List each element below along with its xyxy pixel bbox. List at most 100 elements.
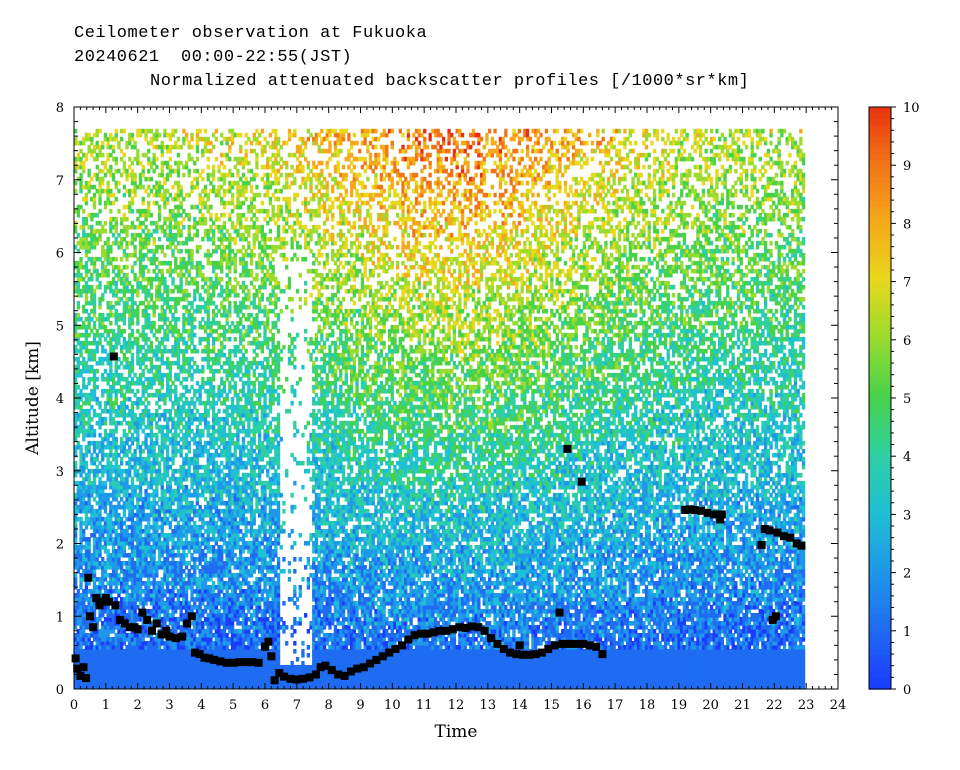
cloud-base-point: [299, 674, 308, 683]
cloud-base-point: [571, 639, 580, 648]
cloud-base-point: [116, 615, 125, 624]
cloud-base-point: [210, 655, 219, 664]
cloud-base-point: [359, 663, 368, 672]
cloud-base-point: [275, 669, 284, 677]
x-tick-label: 8: [325, 698, 333, 713]
colorbar-tick-label: 8: [903, 217, 911, 232]
cloud-base-point: [79, 663, 88, 672]
cloud-base-point: [152, 619, 161, 628]
y-tick-label: 1: [56, 610, 64, 625]
cloud-base-point: [82, 674, 91, 683]
x-tick-label: 17: [607, 698, 624, 713]
cloud-base-point: [757, 541, 766, 549]
colorbar-tick-label: 2: [903, 567, 911, 582]
cloud-base-markers: [71, 352, 806, 685]
y-tick-label: 6: [56, 247, 64, 262]
x-tick-label: 13: [480, 698, 497, 713]
y-tick-label: 8: [56, 101, 64, 116]
cloud-base-point: [404, 635, 413, 644]
x-tick-label: 14: [511, 698, 528, 713]
cloud-base-point: [703, 508, 712, 517]
cloud-base-point: [235, 658, 244, 667]
y-axis-label: Altitude [km]: [23, 341, 43, 456]
cloud-base-point: [779, 532, 788, 541]
cloud-base-point: [480, 626, 489, 635]
x-axis-label: Time: [435, 722, 478, 742]
cloud-base-point: [512, 650, 521, 659]
cloud-base-point: [248, 658, 257, 667]
colorbar-tick-label: 3: [903, 508, 911, 523]
cloud-base-point: [690, 506, 699, 514]
cloud-base-point: [474, 623, 483, 632]
colorbar-tick-label: 10: [903, 101, 920, 116]
x-tick-label: 15: [543, 698, 560, 713]
cloud-base-point: [195, 650, 204, 659]
x-tick-label: 3: [165, 698, 173, 713]
cloud-base-point: [143, 615, 152, 624]
cloud-base-point: [162, 626, 171, 635]
cloud-base-point: [518, 650, 527, 659]
cloud-base-point: [467, 622, 476, 631]
y-tick-label: 3: [56, 465, 64, 480]
cloud-base-point: [765, 526, 774, 535]
cloud-base-point: [455, 623, 464, 632]
cloud-base-point: [515, 641, 524, 650]
x-tick-label: 12: [448, 698, 465, 713]
y-tick-label: 4: [56, 392, 64, 407]
cloud-base-point: [327, 666, 336, 675]
cloud-base-point: [346, 667, 355, 676]
cloud-base-point: [792, 539, 801, 548]
cloud-base-point: [429, 628, 438, 637]
x-tick-label: 1: [102, 698, 110, 713]
cloud-base-point: [697, 506, 706, 515]
colorbar-tick-label: 4: [903, 450, 911, 465]
x-tick-label: 4: [197, 698, 205, 713]
colorbar-tick-label: 7: [903, 276, 911, 291]
cloud-base-point: [73, 664, 82, 673]
cloud-base-point: [229, 658, 238, 667]
cloud-base-point: [109, 352, 118, 361]
cloud-base-point: [555, 608, 564, 617]
x-tick-label: 10: [384, 698, 401, 713]
x-tick-label: 21: [734, 698, 751, 713]
cloud-base-point: [717, 510, 726, 519]
cloud-base-point: [579, 639, 588, 648]
cloud-base-point: [410, 631, 419, 640]
colorbar-tick-label: 5: [903, 392, 911, 407]
y-tick-label: 5: [56, 319, 64, 334]
cloud-base-point: [340, 671, 349, 680]
cloud-base-point: [686, 505, 694, 514]
cloud-base-point: [550, 641, 559, 650]
cloud-base-point: [786, 533, 795, 542]
x-tick-label: 16: [575, 698, 592, 713]
cloud-base-point: [397, 641, 406, 650]
y-tick-label: 0: [56, 683, 64, 698]
cloud-base-point: [448, 625, 457, 634]
cloud-base-point: [200, 653, 209, 662]
colorbar-tick-label: 6: [903, 334, 911, 349]
cloud-base-point: [241, 658, 250, 667]
cloud-base-point: [270, 676, 279, 685]
cloud-base-point: [222, 658, 231, 667]
backscatter-heatmap: [74, 128, 806, 689]
cloud-base-point: [85, 612, 94, 621]
cloud-base-point: [531, 650, 540, 659]
colorbar-tick-label: 1: [903, 625, 911, 640]
cloud-base-point: [183, 619, 191, 628]
x-tick-label: 23: [798, 698, 815, 713]
cloud-base-point: [92, 594, 101, 603]
cloud-base-point: [280, 672, 289, 681]
cloud-base-point: [592, 642, 601, 651]
cloud-base-point: [461, 623, 470, 632]
cloud-base-point: [797, 541, 806, 550]
cloud-base-point: [709, 510, 718, 519]
x-tick-label: 18: [639, 698, 656, 713]
cloud-base-point: [138, 608, 147, 617]
cloud-base-point: [366, 659, 375, 668]
cloud-base-point: [558, 639, 567, 648]
cloud-base-point: [353, 664, 362, 673]
cloud-base-point: [760, 525, 769, 533]
cloud-base-point: [423, 629, 432, 638]
colorbar-tick-label: 9: [903, 159, 911, 174]
